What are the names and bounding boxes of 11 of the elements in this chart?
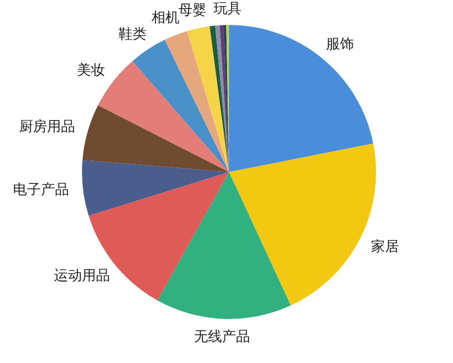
slice-label: 母婴: [178, 2, 206, 19]
slice-label: 无线产品: [194, 328, 250, 345]
slice-label: 鞋类: [118, 26, 146, 42]
slice-label: 美妆: [77, 62, 106, 78]
slice-label: 电子产品: [13, 182, 70, 198]
slice-label: 厨房用品: [19, 118, 76, 135]
slice-label: 运动用品: [54, 268, 110, 284]
slice-label: 家居: [370, 238, 399, 255]
slice-label: 相机: [152, 10, 180, 26]
slice-label: 服饰: [326, 36, 354, 53]
slice-label: 玩具: [213, 1, 242, 17]
